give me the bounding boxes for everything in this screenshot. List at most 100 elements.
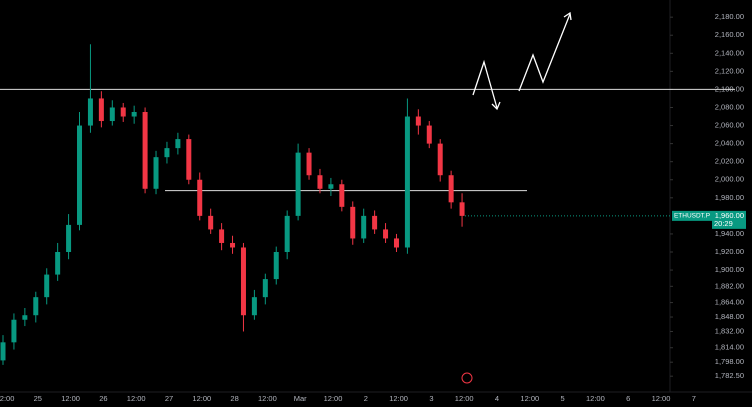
candle-body — [372, 215, 378, 230]
candle-body — [415, 116, 421, 126]
y-tick-label: 2,040.00 — [715, 139, 744, 148]
price: 1,960.00 — [715, 211, 744, 220]
x-tick-label: 26 — [99, 394, 107, 403]
y-tick-label: 2,000.00 — [715, 175, 744, 184]
arrow-up — [518, 13, 571, 92]
y-tick-label: 1,940.00 — [715, 229, 744, 238]
symbol-box — [672, 210, 712, 221]
candle-body — [230, 242, 236, 248]
candle-body — [350, 206, 356, 239]
x-tick-label: 12:00 — [61, 394, 80, 403]
y-tick-label: 1,900.00 — [715, 265, 744, 274]
y-tick-label: 1,798.00 — [715, 357, 744, 366]
candle-body — [44, 274, 50, 298]
candle-body — [175, 139, 181, 149]
candle-body — [0, 342, 6, 361]
candle-body — [262, 279, 268, 298]
candle-body — [393, 238, 399, 248]
candle-body — [437, 143, 443, 176]
y-tick-label: 2,140.00 — [715, 48, 744, 57]
x-tick-label: 4 — [495, 394, 499, 403]
x-tick-label: Mar — [294, 394, 307, 403]
y-tick-label: 1,814.00 — [715, 343, 744, 352]
y-tick-label: 1,864.00 — [715, 298, 744, 307]
candle-body — [251, 297, 257, 316]
y-tick-label: 1,882.00 — [715, 281, 744, 290]
x-tick-label: 12:00 — [324, 394, 343, 403]
x-tick-label: 12:00 — [586, 394, 605, 403]
candle-body — [448, 175, 454, 203]
y-tick-label: 1,832.00 — [715, 326, 744, 335]
candle-body — [339, 184, 345, 207]
candle-body — [186, 139, 192, 180]
y-tick-label: 1,920.00 — [715, 247, 744, 256]
y-tick-label: 2,020.00 — [715, 157, 744, 166]
candle-body — [142, 112, 148, 189]
x-tick-label: 6 — [626, 394, 630, 403]
candle-body — [295, 152, 301, 216]
arrow-head — [491, 101, 501, 111]
candle-body — [66, 224, 72, 252]
x-tick-label: 7 — [692, 394, 696, 403]
x-tick-label: 12:00 — [258, 394, 277, 403]
x-tick-label: 12:00 — [455, 394, 474, 403]
candle-body — [208, 215, 214, 230]
event-icon[interactable] — [461, 372, 473, 384]
x-tick-label: 3 — [429, 394, 433, 403]
candle-body — [77, 125, 83, 225]
y-tick-label: 1,980.00 — [715, 193, 744, 202]
price-box — [712, 210, 746, 229]
candle-body — [273, 252, 279, 280]
y-tick-label: 2,120.00 — [715, 66, 744, 75]
y-tick-label: 2,160.00 — [715, 30, 744, 39]
candle-body — [197, 179, 203, 216]
plot: 2,180.00 2,160.00 2,140.00 2,120.00 2,100.00… — [0, 12, 744, 403]
candle-body — [87, 98, 93, 126]
x-tick-label: 12:00 — [652, 394, 671, 403]
candle-body — [306, 152, 312, 176]
candle-body — [33, 297, 39, 316]
countdown: 20:29 — [714, 219, 733, 228]
y-tick-label: 1,782.50 — [715, 371, 744, 380]
candle-body — [11, 319, 17, 343]
candle-body — [317, 175, 323, 189]
candle-body — [219, 229, 225, 243]
x-tick-label: 27 — [165, 394, 173, 403]
candle-body — [120, 107, 126, 117]
x-tick-label: 25 — [34, 394, 42, 403]
candle-body — [98, 98, 104, 122]
candle-body — [22, 315, 28, 320]
y-tick-label: 2,080.00 — [715, 102, 744, 111]
candle-body — [459, 202, 465, 216]
candle-body — [361, 215, 367, 239]
arrow-head — [563, 11, 572, 21]
candle-body — [284, 215, 290, 252]
candle-body — [153, 157, 159, 189]
y-tick-label: 1,848.00 — [715, 312, 744, 321]
y-tick-label: 2,060.00 — [715, 121, 744, 130]
x-tick-label: 12:00 — [192, 394, 211, 403]
candle-body — [131, 112, 137, 117]
y-tick-label: 2,180.00 — [715, 12, 744, 21]
x-tick-label: 12:00 — [127, 394, 146, 403]
candle-body — [109, 107, 115, 122]
x-tick-label: 2 — [364, 394, 368, 403]
candle-body — [404, 116, 410, 248]
x-tick-label: 28 — [230, 394, 238, 403]
x-tick-label: 12:00 — [389, 394, 408, 403]
y-tick-label: 2,100.00 — [715, 84, 744, 93]
arrow-down — [472, 59, 498, 109]
x-tick-label: 5 — [561, 394, 565, 403]
candle-body — [328, 184, 334, 189]
candle-body — [426, 125, 432, 144]
x-tick-label: 12:00 — [520, 394, 539, 403]
drawn-arrows — [472, 11, 572, 111]
candle-body — [164, 148, 170, 158]
candle-body — [383, 229, 389, 239]
x-tick-label: 12:00 — [0, 394, 14, 403]
candle-body — [240, 247, 246, 316]
